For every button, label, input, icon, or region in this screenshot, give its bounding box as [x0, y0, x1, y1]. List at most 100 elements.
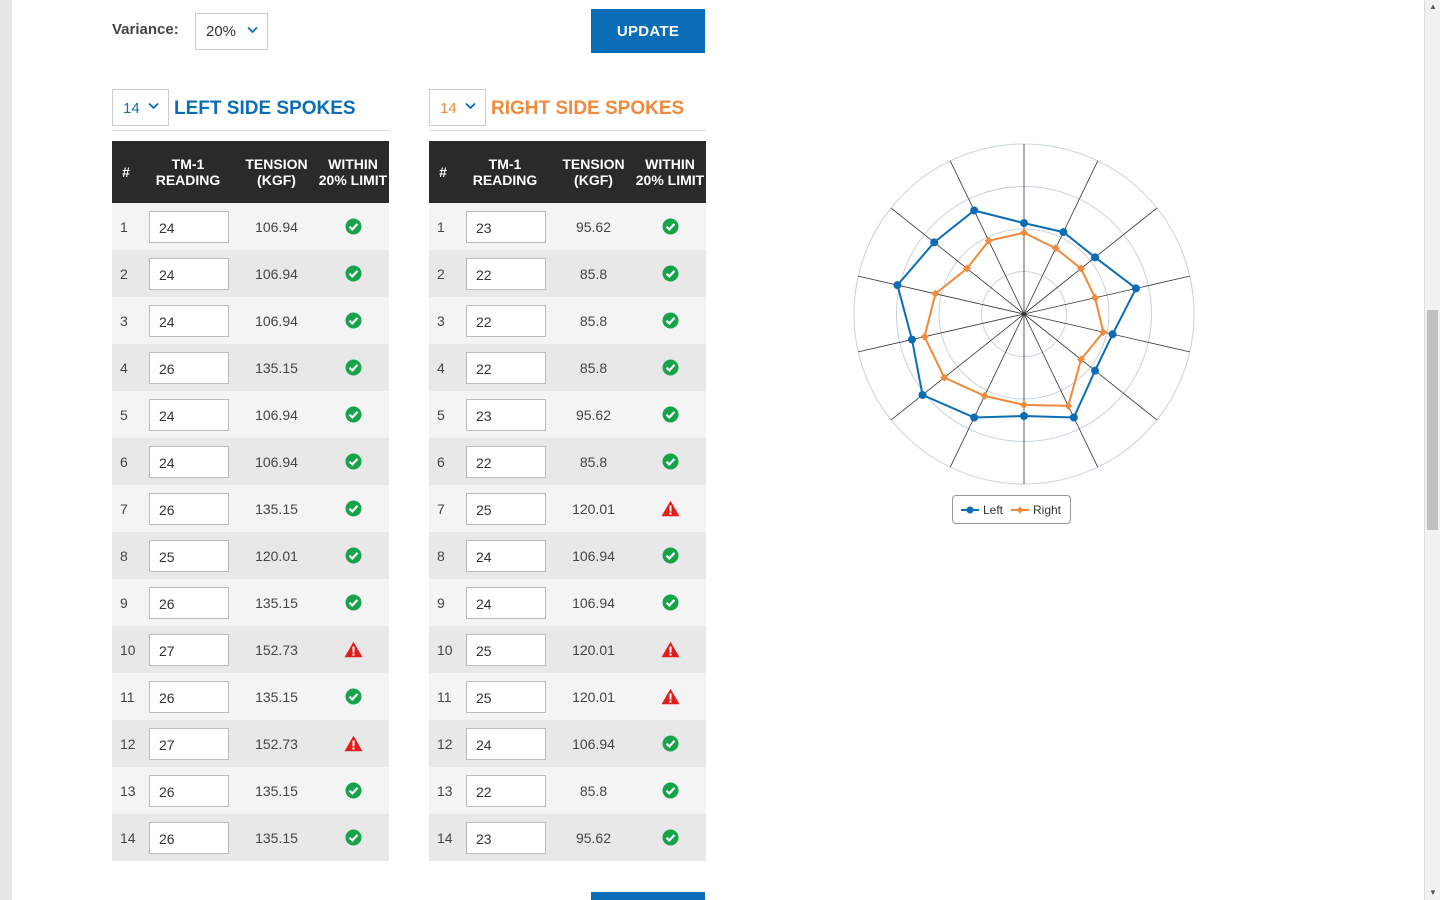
tm1-reading-input[interactable]: 25	[466, 680, 546, 713]
chevron-down-icon	[247, 26, 258, 34]
data-point-left-5[interactable]	[1108, 330, 1117, 339]
tm1-reading-input[interactable]: 26	[149, 821, 229, 854]
data-point-right-2[interactable]	[1051, 244, 1060, 253]
check-circle-icon	[345, 359, 361, 376]
scroll-thumb[interactable]	[1427, 310, 1438, 530]
data-point-left-13[interactable]	[930, 238, 939, 247]
tm1-reading-input[interactable]: 26	[149, 351, 229, 384]
tm1-reading-input[interactable]: 24	[466, 727, 546, 760]
tm1-reading-input[interactable]: 25	[149, 539, 229, 572]
tm1-reading-input[interactable]: 23	[466, 210, 546, 243]
table-row: 9 24 106.94	[429, 579, 706, 626]
data-point-left-3[interactable]	[1091, 253, 1100, 262]
scroll-down-icon[interactable]: ▼	[1429, 888, 1437, 897]
tm1-reading-input[interactable]: 25	[466, 633, 546, 666]
tm1-reading-input[interactable]: 24	[149, 445, 229, 478]
right-side-title: RIGHT SIDE SPOKES	[491, 98, 685, 119]
tm1-reading-input[interactable]: 26	[149, 586, 229, 619]
check-circle-icon	[662, 547, 678, 564]
tm1-reading-input[interactable]: 23	[466, 821, 546, 854]
data-point-left-1[interactable]	[1020, 219, 1028, 228]
right-count-select[interactable]: 14	[429, 89, 486, 126]
col-reading: TM-1 READING	[472, 156, 538, 188]
tm1-reading-input[interactable]: 24	[149, 210, 229, 243]
tm1-reading-input[interactable]: 26	[149, 774, 229, 807]
tm1-reading-input[interactable]: 22	[466, 445, 546, 478]
tm1-reading-input[interactable]: 27	[149, 633, 229, 666]
variance-select[interactable]: 20%	[195, 13, 268, 50]
limit-status	[317, 720, 389, 767]
spoke-number: 12	[437, 735, 453, 752]
tm1-reading-input[interactable]: 24	[466, 586, 546, 619]
scroll-up-icon[interactable]: ▲	[1429, 2, 1437, 11]
tm1-reading-input[interactable]: 22	[466, 304, 546, 337]
data-point-right-12[interactable]	[931, 289, 940, 298]
data-point-right-5[interactable]	[1099, 328, 1108, 337]
data-point-left-11[interactable]	[908, 335, 917, 344]
data-point-left-2[interactable]	[1059, 228, 1068, 237]
tm1-reading-input[interactable]: 24	[149, 304, 229, 337]
tm1-reading-input[interactable]: 23	[466, 398, 546, 431]
table-row: 12 24 106.94	[429, 720, 706, 767]
data-point-right-9[interactable]	[980, 391, 989, 400]
spoke-number: 4	[120, 359, 128, 376]
limit-status	[634, 485, 706, 532]
table-row: 11 25 120.01	[429, 673, 706, 720]
tm1-reading-input[interactable]: 24	[149, 398, 229, 431]
tm1-reading-input[interactable]: 27	[149, 727, 229, 760]
tm1-reading-input[interactable]: 26	[149, 492, 229, 525]
chevron-down-icon	[148, 102, 159, 110]
limit-status	[317, 391, 389, 438]
tm1-reading-input[interactable]: 26	[149, 680, 229, 713]
vertical-scrollbar[interactable]: ▲ ▼	[1424, 0, 1440, 900]
data-point-right-11[interactable]	[920, 332, 929, 341]
spoke-line-7	[1023, 313, 1099, 468]
legend-item-left[interactable]: Left	[961, 503, 1003, 517]
reading-cell: 24	[140, 250, 236, 297]
legend-item-right[interactable]: Right	[1011, 503, 1061, 517]
check-circle-icon	[662, 312, 678, 329]
tension-value: 106.94	[572, 547, 615, 564]
data-point-right-8[interactable]	[1020, 400, 1028, 409]
tension-value: 85.8	[579, 453, 608, 470]
data-point-left-12[interactable]	[893, 281, 902, 290]
update-button[interactable]: UPDATE	[591, 9, 705, 53]
tm1-reading-input[interactable]: 24	[466, 539, 546, 572]
data-point-right-14[interactable]	[984, 236, 993, 245]
limit-status	[317, 814, 389, 861]
spoke-number: 5	[120, 406, 128, 423]
limit-status	[317, 344, 389, 391]
data-point-left-9[interactable]	[970, 413, 979, 422]
left-count-select[interactable]: 14	[112, 89, 169, 126]
update-button-bottom[interactable]	[591, 892, 705, 900]
table-row: 5 24 106.94	[112, 391, 389, 438]
data-point-left-7[interactable]	[1069, 413, 1078, 422]
tm1-reading-input[interactable]: 25	[466, 492, 546, 525]
left-spoke-table: # TM-1 READING TENSION (KGF) WITHIN 20% …	[112, 141, 389, 861]
table-row: 7 25 120.01	[429, 485, 706, 532]
tension-value: 135.15	[255, 594, 298, 611]
data-point-left-8[interactable]	[1020, 412, 1028, 421]
table-row: 3 24 106.94	[112, 297, 389, 344]
data-point-right-6[interactable]	[1077, 355, 1086, 364]
tension-value: 135.15	[255, 500, 298, 517]
check-circle-icon	[662, 735, 678, 752]
data-point-left-14[interactable]	[970, 206, 979, 215]
data-point-left-10[interactable]	[918, 390, 927, 399]
data-point-right-1[interactable]	[1020, 228, 1028, 237]
tension-value: 106.94	[255, 406, 298, 423]
tm1-reading-input[interactable]: 22	[466, 774, 546, 807]
tm1-reading-input[interactable]: 22	[466, 351, 546, 384]
data-point-left-4[interactable]	[1131, 284, 1140, 293]
data-point-right-4[interactable]	[1091, 293, 1100, 302]
tm1-reading-input[interactable]: 24	[149, 257, 229, 290]
data-point-right-3[interactable]	[1077, 264, 1086, 273]
reading-cell: 22	[457, 297, 553, 344]
data-point-right-10[interactable]	[940, 373, 949, 382]
data-point-left-6[interactable]	[1091, 366, 1100, 375]
tm1-reading-input[interactable]: 22	[466, 257, 546, 290]
variance-label: Variance:	[112, 21, 179, 38]
data-point-right-13[interactable]	[962, 264, 971, 273]
data-point-right-7[interactable]	[1064, 401, 1073, 410]
spoke-number: 10	[120, 641, 136, 658]
